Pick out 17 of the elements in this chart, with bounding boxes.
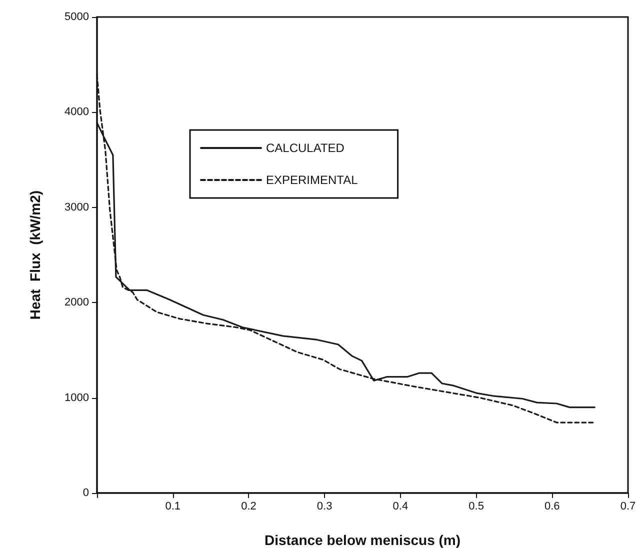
y-axis-title: Heat Flux (kW/m2): [27, 190, 43, 320]
x-tick-label: 0.7: [620, 500, 636, 512]
x-axis-title: Distance below meniscus (m): [264, 532, 461, 548]
y-tick-label: 4000: [64, 106, 89, 118]
legend-label: CALCULATED: [266, 141, 345, 155]
x-tick-label: 0.6: [544, 500, 560, 512]
y-tick-label: 1000: [64, 392, 89, 404]
x-tick-label: 0.1: [165, 500, 181, 512]
y-tick-label: 3000: [64, 201, 89, 214]
legend-label: EXPERIMENTAL: [266, 173, 358, 187]
x-tick-label: 0.2: [241, 500, 256, 512]
x-tick-label: 0.5: [468, 500, 484, 512]
y-tick-label: 5000: [64, 11, 89, 23]
x-tick-label: 0.3: [316, 500, 332, 512]
y-tick-label: 0: [82, 487, 89, 499]
y-tick-label: 2000: [64, 296, 89, 309]
x-tick-label: 0.4: [392, 500, 408, 512]
